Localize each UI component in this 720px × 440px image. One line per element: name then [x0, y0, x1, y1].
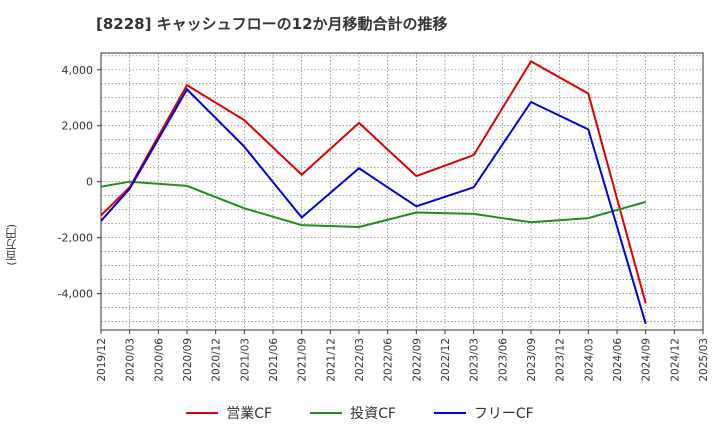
x-tick-label: 2020/12: [211, 338, 223, 382]
legend-label-free-cf: フリーCF: [473, 406, 534, 422]
x-tick-label: 2022/06: [383, 338, 395, 382]
legend-swatch-free-cf: [433, 412, 466, 414]
series-line-investing-cf: [100, 180, 646, 229]
y-tick-label: 2,000: [62, 120, 94, 133]
chart-plot: 4,000 2,000 0 -2,000 -4,000 2019/12 2020/03 202…: [58, 52, 710, 382]
x-tick-label: 2021/06: [268, 338, 280, 382]
x-tick-label: 2021/03: [239, 338, 251, 382]
x-tick-label: 2023/12: [555, 338, 567, 382]
x-tick-label: 2024/06: [612, 338, 624, 382]
x-tick-label: 2020/03: [125, 338, 137, 382]
x-tick-label: 2022/09: [411, 338, 423, 382]
x-tick-label: 2019/12: [96, 338, 108, 382]
legend: 営業CF 投資CF フリーCF: [0, 403, 720, 423]
y-tick-label: 0: [86, 176, 93, 189]
x-tick-label: 2023/06: [497, 338, 509, 382]
x-tick-label: 2025/03: [698, 338, 710, 382]
x-tick-label: 2021/12: [325, 338, 337, 382]
x-tick-label: 2022/12: [440, 338, 452, 382]
x-tick-label: 2024/09: [641, 338, 653, 382]
y-tick-label: -4,000: [58, 288, 93, 301]
legend-item-free-cf: フリーCF: [433, 403, 534, 423]
x-tick-label: 2020/06: [153, 338, 165, 382]
x-tick-label: 2023/03: [469, 338, 481, 382]
plot-frame: [100, 52, 704, 331]
legend-swatch-investing-cf: [310, 412, 343, 414]
legend-label-investing-cf: 投資CF: [350, 406, 396, 422]
y-tick-label: -2,000: [58, 232, 93, 245]
x-tick-label: 2023/09: [526, 338, 538, 382]
legend-swatch-operating-cf: [186, 412, 219, 414]
chart-title: [8228] キャッシュフローの12か月移動合計の推移: [96, 15, 448, 33]
series-line-operating-cf: [100, 60, 647, 304]
x-tick-label: 2024/12: [669, 338, 681, 382]
x-tick-label: 2022/03: [354, 338, 366, 382]
legend-item-operating-cf: 営業CF: [186, 403, 272, 423]
legend-item-investing-cf: 投資CF: [310, 403, 396, 423]
x-tick-label: 2021/09: [297, 338, 309, 382]
legend-label-operating-cf: 営業CF: [226, 406, 273, 422]
y-tick-label: 4,000: [62, 64, 94, 77]
x-tick-label: 2024/03: [583, 338, 595, 382]
x-tick-label: 2020/09: [182, 338, 194, 382]
series-line-free-cf: [100, 87, 647, 325]
